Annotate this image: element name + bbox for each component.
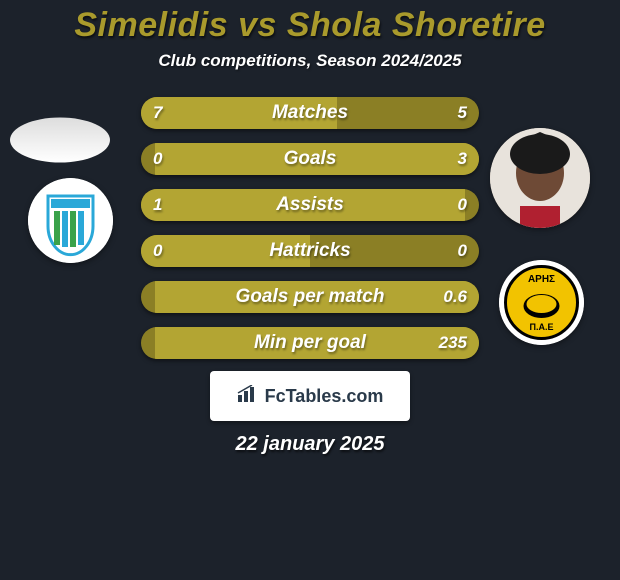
stat-label: Goals per match bbox=[141, 286, 479, 308]
svg-text:ΑΡΗΣ: ΑΡΗΣ bbox=[528, 274, 555, 285]
player1-avatar bbox=[10, 118, 110, 163]
snapshot-date: 22 january 2025 bbox=[236, 433, 385, 456]
stat-value-right: 3 bbox=[458, 149, 467, 169]
stat-value-left: 0 bbox=[153, 149, 162, 169]
stat-row: Assists1 0 bbox=[141, 189, 479, 221]
stat-value-left: 1 bbox=[153, 195, 162, 215]
page-title: Simelidis vs Shola Shoretire bbox=[74, 6, 545, 45]
stat-row: Goals0 3 bbox=[141, 143, 479, 175]
stats-container: Matches75Goals03Assists10Hattricks00Goal… bbox=[141, 97, 479, 359]
stat-label: Min per goal bbox=[141, 332, 479, 354]
stat-value-right: 0 bbox=[458, 195, 467, 215]
stat-label: Goals bbox=[141, 148, 479, 170]
stat-value-left: 7 bbox=[153, 103, 162, 123]
player2-avatar bbox=[490, 128, 590, 228]
stat-row: Goals per match0.6 bbox=[141, 281, 479, 313]
stat-row: Min per goal235 bbox=[141, 327, 479, 359]
site-name: FcTables.com bbox=[265, 386, 384, 407]
comparison-card: Simelidis vs Shola Shoretire Club compet… bbox=[0, 0, 620, 580]
player2-club-badge: ΑΡΗΣ Π.Α.Ε bbox=[499, 260, 584, 345]
stat-row: Hattricks0 0 bbox=[141, 235, 479, 267]
stat-value-right: 235 bbox=[439, 333, 467, 353]
stat-label: Hattricks bbox=[141, 240, 479, 262]
chart-icon bbox=[237, 385, 259, 408]
stat-value-right: 0.6 bbox=[443, 287, 467, 307]
subtitle: Club competitions, Season 2024/2025 bbox=[158, 51, 461, 71]
player1-club-badge bbox=[28, 178, 113, 263]
stat-label: Assists bbox=[141, 194, 479, 216]
stat-value-right: 0 bbox=[458, 241, 467, 261]
stat-label: Matches bbox=[141, 102, 479, 124]
site-logo: FcTables.com bbox=[210, 371, 410, 421]
svg-text:Π.Α.Ε: Π.Α.Ε bbox=[529, 322, 553, 332]
stat-value-left: 0 bbox=[153, 241, 162, 261]
stat-row: Matches7 5 bbox=[141, 97, 479, 129]
stat-value-right: 5 bbox=[458, 103, 467, 123]
